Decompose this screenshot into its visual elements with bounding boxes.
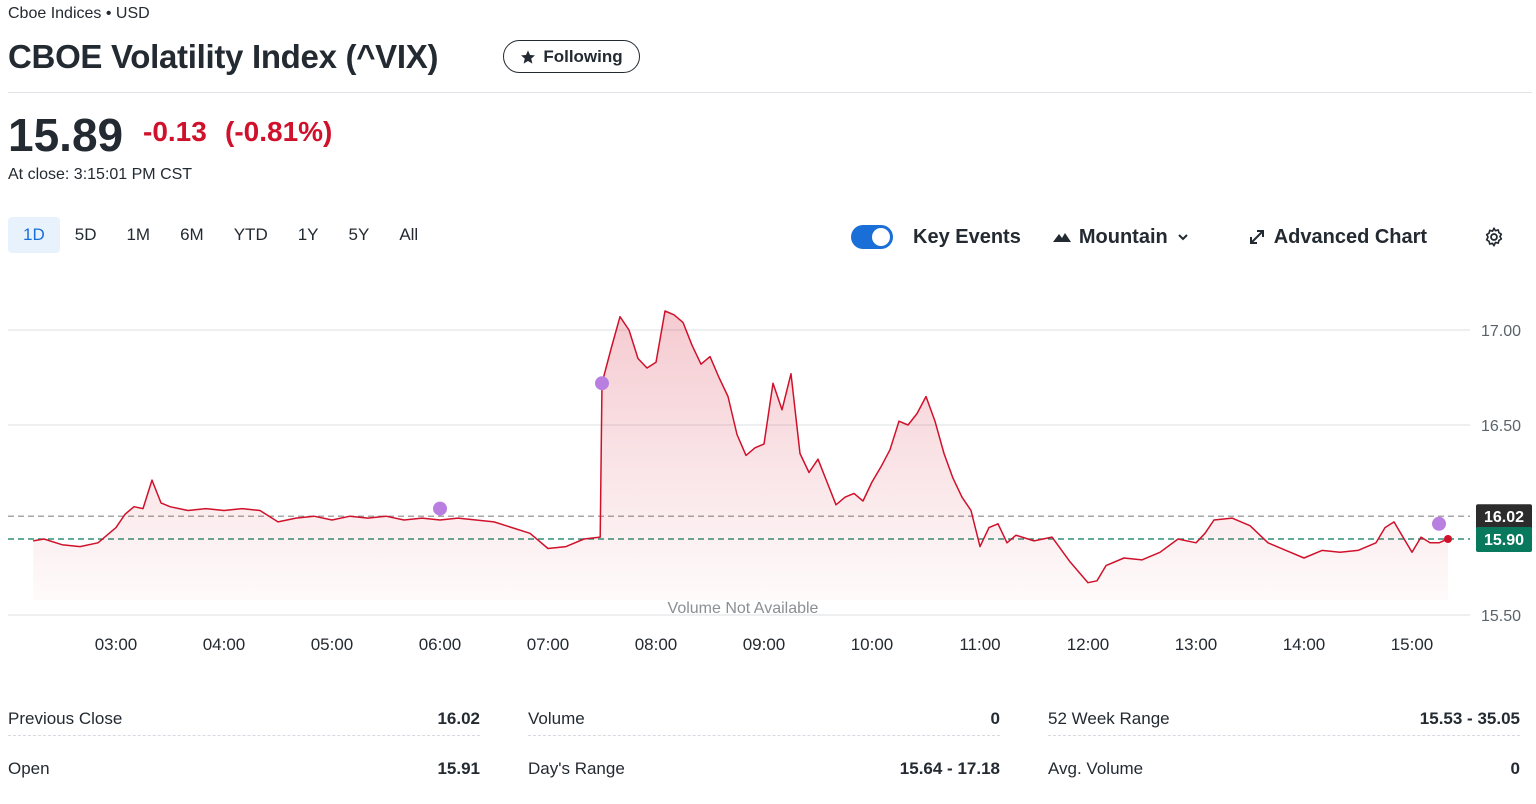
stats-column: Previous Close 16.02 Open 15.91 (8, 706, 480, 804)
settings-button[interactable] (1483, 226, 1505, 248)
x-tick-label: 07:00 (527, 635, 570, 654)
stat-value: 0 (990, 709, 1000, 728)
stat-row: Volume 0 (528, 706, 1000, 736)
x-tick-label: 06:00 (419, 635, 462, 654)
title: CBOE Volatility Index (^VIX) (8, 38, 439, 75)
stat-label: Avg. Volume (1048, 759, 1144, 778)
x-tick-label: 03:00 (95, 635, 138, 654)
x-tick-label: 05:00 (311, 635, 354, 654)
page: Cboe Indices • USD CBOE Volatility Index… (8, 5, 1532, 778)
toggle-switch (851, 225, 893, 249)
divider (8, 92, 1532, 93)
change-percent: (-0.81%) (225, 116, 333, 147)
stats-column: Volume 0 Day's Range 15.64 - 17.18 (528, 706, 1000, 804)
stat-value: 15.91 (437, 759, 480, 778)
chevron-icon (1178, 234, 1188, 241)
range-tab[interactable]: YTD (233, 225, 268, 244)
x-tick-label: 11:00 (959, 635, 1000, 654)
stat-row: 52 Week Range 15.53 - 35.05 (1048, 706, 1520, 736)
reference-label: 16.02 (1484, 509, 1524, 526)
range-tab[interactable]: All (399, 225, 419, 244)
range-tab[interactable]: 1D (8, 217, 60, 253)
price-line (33, 310, 1449, 584)
reference-label: 15.90 (1484, 532, 1524, 549)
x-tick-label: 04:00 (203, 635, 246, 654)
market-status: At close: 3:15:01 PM CST (8, 166, 193, 183)
area-fill (33, 311, 1449, 600)
change: -0.13 (143, 116, 207, 147)
last-point (1444, 535, 1452, 543)
stat-row: Day's Range 15.64 - 17.18 (528, 756, 1000, 804)
key-event[interactable] (595, 376, 609, 391)
range-tab[interactable]: 1Y (297, 225, 319, 244)
x-tick-label: 13:00 (1175, 635, 1218, 654)
stat-row: Open 15.91 (8, 756, 480, 804)
advanced-chart-button[interactable]: Advanced Chart (1248, 226, 1427, 249)
reference-label-box (1476, 504, 1532, 530)
x-tick-label: 12:00 (1067, 635, 1110, 654)
stat-label: Previous Close (8, 709, 123, 728)
gear-icon (1485, 227, 1503, 247)
range-tab[interactable]: 5D (74, 225, 97, 244)
stat-row: Previous Close 16.02 (8, 706, 480, 736)
stat-row: Avg. Volume 0 (1048, 756, 1520, 804)
stat-label: 52 Week Range (1048, 709, 1170, 728)
chart-style-label: Mountain (1078, 225, 1168, 248)
stat-label: Volume (528, 709, 585, 728)
x-tick-label: 15:00 (1391, 635, 1434, 654)
stats-column: 52 Week Range 15.53 - 35.05 Avg. Volume 0 (1048, 706, 1520, 804)
advanced-chart-label: Advanced Chart (1273, 225, 1428, 248)
key-events-toggle[interactable]: Key Events (851, 225, 1021, 249)
range-tabs: 1D 5D 1M 6M YTD 1Y 5Y All (8, 217, 433, 253)
x-tick-label: 09:00 (743, 635, 786, 654)
price: 15.89 (8, 109, 124, 161)
chart: 15.50 16.50 17.00 03:00 04:00 05:00 06:00 07:00… (8, 310, 1532, 654)
reference-label-box (1476, 527, 1532, 552)
range-tab[interactable]: 5Y (348, 225, 370, 244)
stat-value: 16.02 (437, 709, 480, 728)
x-tick-label: 14:00 (1283, 635, 1326, 654)
follow-button[interactable]: Following (503, 40, 640, 73)
range-tab[interactable]: 6M (180, 225, 204, 244)
key-event[interactable] (1432, 516, 1446, 531)
expand-icon (1249, 230, 1264, 244)
y-tick-label: 17.00 (1481, 323, 1521, 340)
stat-label: Open (8, 759, 50, 778)
mountain-icon (1052, 233, 1071, 242)
exchange: Cboe Indices • USD (8, 5, 150, 22)
y-tick-label: 16.50 (1481, 418, 1521, 435)
range-tab[interactable]: 1M (126, 225, 151, 244)
x-tick-label: 10:00 (851, 635, 894, 654)
chart-style-menu[interactable]: Mountain (1052, 225, 1190, 249)
follow-label: Following (543, 46, 623, 66)
stat-value: 15.53 - 35.05 (1419, 709, 1520, 728)
key-events-label: Key Events (913, 225, 1021, 248)
y-tick-label: 15.50 (1481, 608, 1521, 625)
stat-value: 15.64 - 17.18 (899, 759, 1000, 778)
annotation: Volume Not Available (668, 600, 819, 617)
x-tick-label: 08:00 (635, 635, 678, 654)
toolbar: Key Events Mountain Advanced Chart (851, 222, 1505, 252)
stat-value: 0 (1510, 759, 1520, 778)
star-icon (521, 49, 536, 64)
key-event[interactable] (433, 501, 447, 516)
stat-label: Day's Range (528, 759, 625, 778)
